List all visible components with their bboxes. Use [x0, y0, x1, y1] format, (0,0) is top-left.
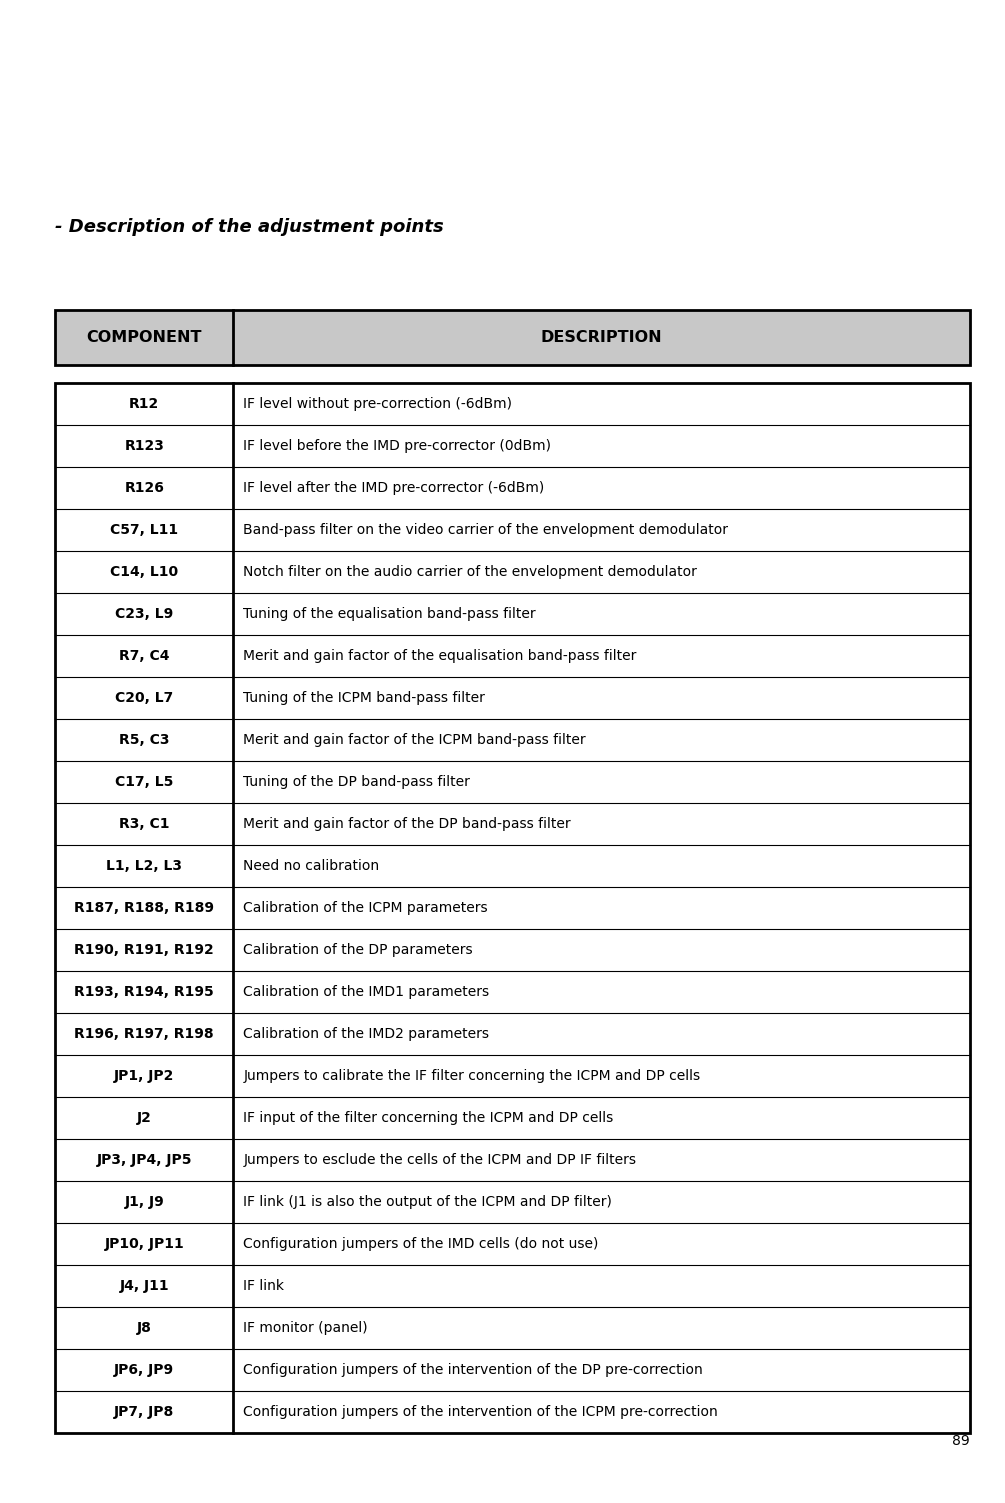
Text: R5, C3: R5, C3: [119, 733, 170, 747]
Text: Merit and gain factor of the equalisation band-pass filter: Merit and gain factor of the equalisatio…: [243, 649, 637, 663]
Bar: [55, 929, 970, 971]
Text: Configuration jumpers of the IMD cells (do not use): Configuration jumpers of the IMD cells (…: [243, 1237, 599, 1250]
Bar: [55, 552, 970, 594]
Text: C23, L9: C23, L9: [116, 607, 173, 621]
Text: R187, R188, R189: R187, R188, R189: [74, 900, 214, 915]
Text: Need no calibration: Need no calibration: [243, 860, 380, 873]
Text: Calibration of the ICPM parameters: Calibration of the ICPM parameters: [243, 900, 488, 915]
Text: COMPONENT: COMPONENT: [86, 331, 202, 346]
Text: R196, R197, R198: R196, R197, R198: [74, 1027, 214, 1042]
Bar: [55, 310, 970, 365]
Text: Notch filter on the audio carrier of the envelopment demodulator: Notch filter on the audio carrier of the…: [243, 565, 697, 579]
Bar: [55, 510, 970, 552]
Text: Calibration of the DP parameters: Calibration of the DP parameters: [243, 942, 473, 957]
Bar: [55, 383, 970, 425]
Bar: [55, 887, 970, 929]
Text: Band-pass filter on the video carrier of the envelopment demodulator: Band-pass filter on the video carrier of…: [243, 523, 729, 537]
Text: Calibration of the IMD2 parameters: Calibration of the IMD2 parameters: [243, 1027, 489, 1042]
Text: IF link: IF link: [243, 1279, 284, 1293]
Text: Merit and gain factor of the ICPM band-pass filter: Merit and gain factor of the ICPM band-p…: [243, 733, 586, 747]
Text: IF level after the IMD pre-corrector (-6dBm): IF level after the IMD pre-corrector (-6…: [243, 481, 545, 494]
Bar: [55, 1266, 970, 1308]
Text: R7, C4: R7, C4: [119, 649, 170, 663]
Text: J8: J8: [137, 1321, 152, 1335]
Text: R123: R123: [125, 439, 164, 452]
Bar: [55, 761, 970, 803]
Bar: [55, 594, 970, 634]
Bar: [55, 1181, 970, 1223]
Text: R3, C1: R3, C1: [119, 818, 170, 831]
Bar: [55, 803, 970, 845]
Bar: [55, 1223, 970, 1266]
Bar: [55, 1308, 970, 1350]
Text: C14, L10: C14, L10: [111, 565, 178, 579]
Text: R126: R126: [125, 481, 164, 494]
Text: Jumpers to esclude the cells of the ICPM and DP IF filters: Jumpers to esclude the cells of the ICPM…: [243, 1153, 636, 1166]
Text: Tuning of the equalisation band-pass filter: Tuning of the equalisation band-pass fil…: [243, 607, 536, 621]
Text: C17, L5: C17, L5: [115, 776, 174, 789]
Text: JP6, JP9: JP6, JP9: [115, 1363, 174, 1377]
Bar: [55, 1390, 970, 1432]
Bar: [55, 1055, 970, 1097]
Text: R12: R12: [129, 397, 160, 410]
Text: R190, R191, R192: R190, R191, R192: [74, 942, 214, 957]
Bar: [55, 1350, 970, 1390]
Text: Tuning of the DP band-pass filter: Tuning of the DP band-pass filter: [243, 776, 470, 789]
Text: JP1, JP2: JP1, JP2: [114, 1069, 175, 1084]
Bar: [55, 425, 970, 467]
Text: C57, L11: C57, L11: [111, 523, 178, 537]
Bar: [55, 971, 970, 1013]
Text: Jumpers to calibrate the IF filter concerning the ICPM and DP cells: Jumpers to calibrate the IF filter conce…: [243, 1069, 700, 1084]
Text: Configuration jumpers of the intervention of the DP pre-correction: Configuration jumpers of the interventio…: [243, 1363, 704, 1377]
Bar: [55, 676, 970, 718]
Text: J1, J9: J1, J9: [125, 1195, 164, 1208]
Bar: [55, 467, 970, 510]
Text: IF level before the IMD pre-corrector (0dBm): IF level before the IMD pre-corrector (0…: [243, 439, 552, 452]
Text: Calibration of the IMD1 parameters: Calibration of the IMD1 parameters: [243, 984, 489, 999]
Bar: [55, 1013, 970, 1055]
Bar: [55, 634, 970, 676]
Bar: [55, 1097, 970, 1139]
Text: 89: 89: [953, 1434, 970, 1447]
Text: IF monitor (panel): IF monitor (panel): [243, 1321, 368, 1335]
Text: L1, L2, L3: L1, L2, L3: [107, 860, 182, 873]
Text: JP7, JP8: JP7, JP8: [115, 1405, 174, 1419]
Text: Tuning of the ICPM band-pass filter: Tuning of the ICPM band-pass filter: [243, 691, 485, 705]
Text: IF level without pre-correction (-6dBm): IF level without pre-correction (-6dBm): [243, 397, 513, 410]
Bar: [55, 383, 970, 1432]
Text: IF link (J1 is also the output of the ICPM and DP filter): IF link (J1 is also the output of the IC…: [243, 1195, 612, 1208]
Text: J2: J2: [137, 1111, 152, 1126]
Text: IF input of the filter concerning the ICPM and DP cells: IF input of the filter concerning the IC…: [243, 1111, 614, 1126]
Text: JP10, JP11: JP10, JP11: [105, 1237, 184, 1250]
Bar: [55, 845, 970, 887]
Text: C20, L7: C20, L7: [116, 691, 173, 705]
Text: Configuration jumpers of the intervention of the ICPM pre-correction: Configuration jumpers of the interventio…: [243, 1405, 719, 1419]
Text: - Description of the adjustment points: - Description of the adjustment points: [55, 218, 444, 236]
Text: Merit and gain factor of the DP band-pass filter: Merit and gain factor of the DP band-pas…: [243, 818, 571, 831]
Bar: [55, 1139, 970, 1181]
Text: DESCRIPTION: DESCRIPTION: [541, 331, 662, 346]
Bar: [55, 310, 970, 365]
Bar: [55, 718, 970, 761]
Text: J4, J11: J4, J11: [120, 1279, 169, 1293]
Text: R193, R194, R195: R193, R194, R195: [74, 984, 214, 999]
Text: JP3, JP4, JP5: JP3, JP4, JP5: [96, 1153, 192, 1166]
